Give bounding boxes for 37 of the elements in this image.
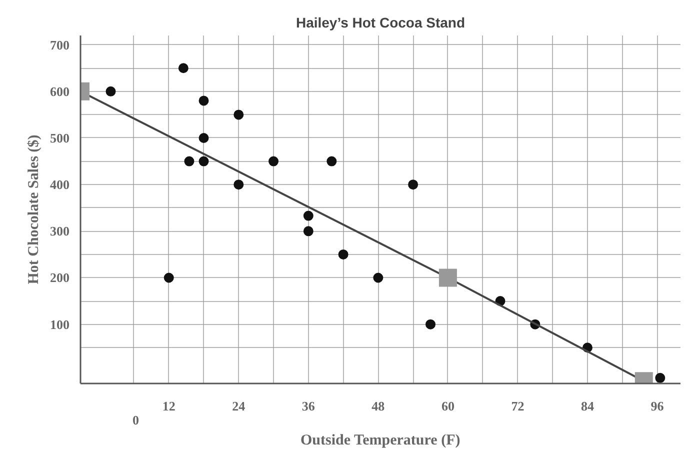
- point: [338, 249, 348, 260]
- x-tick-label: 96: [650, 398, 664, 414]
- y-axis-title: Hot Chocolate Sales ($): [26, 134, 42, 284]
- point: [234, 110, 244, 120]
- x-tick-label: 72: [511, 398, 524, 414]
- y-tick-label: 300: [50, 224, 70, 239]
- y-tick-label: 500: [50, 130, 70, 146]
- point: [234, 180, 244, 190]
- x-tick-label: 60: [441, 398, 454, 414]
- point: [426, 319, 436, 330]
- chart-title: Hailey’s Hot Cocoa Stand: [296, 14, 466, 30]
- point: [178, 63, 188, 74]
- y-tick-label: 400: [50, 177, 70, 192]
- y-tick-label: 700: [50, 37, 70, 52]
- point: [198, 133, 209, 143]
- point: [198, 156, 209, 166]
- point: [303, 210, 314, 221]
- point: [655, 372, 666, 383]
- x-tick-label: 84: [580, 398, 594, 414]
- point: [373, 272, 384, 283]
- point: [198, 96, 209, 106]
- point: [408, 180, 418, 190]
- y-tick-label: 100: [50, 316, 70, 332]
- x-tick-label: 24: [232, 398, 246, 414]
- x-tick-label: 48: [372, 398, 386, 414]
- point: [326, 156, 337, 166]
- point: [303, 226, 314, 236]
- point: [184, 156, 194, 166]
- point: [268, 156, 279, 166]
- y-tick-label: 600: [50, 84, 70, 99]
- x-axis-title: Outside Temperature (F): [300, 432, 460, 448]
- x-tick-label: 12: [162, 398, 176, 414]
- x-tick-label: 36: [302, 398, 316, 414]
- point: [164, 272, 174, 283]
- text: 0: [132, 412, 139, 428]
- y-tick-label: 200: [50, 270, 70, 286]
- point: [106, 86, 116, 96]
